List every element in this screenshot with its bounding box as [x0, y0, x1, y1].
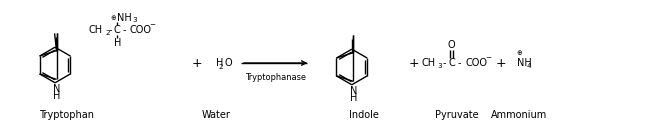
Text: -: - — [109, 25, 112, 35]
Text: −: − — [149, 22, 155, 28]
Text: C: C — [114, 25, 121, 35]
Text: Water: Water — [202, 110, 230, 120]
Text: CH: CH — [422, 58, 436, 68]
Text: O: O — [448, 40, 456, 50]
Text: H: H — [53, 91, 60, 101]
Text: Indole: Indole — [349, 110, 379, 120]
Text: NH: NH — [117, 13, 132, 23]
Text: Ammonium: Ammonium — [491, 110, 547, 120]
Text: H: H — [216, 58, 224, 68]
Text: +: + — [496, 57, 506, 70]
Text: C: C — [448, 58, 455, 68]
Text: Tryptophan: Tryptophan — [39, 110, 94, 120]
Text: COO: COO — [466, 58, 488, 68]
Text: -: - — [442, 58, 446, 68]
Text: H: H — [349, 93, 357, 103]
Text: COO: COO — [129, 25, 151, 35]
Text: +: + — [409, 57, 420, 70]
Text: Tryptophanase: Tryptophanase — [245, 73, 306, 82]
Text: -: - — [122, 25, 126, 35]
Text: NH: NH — [517, 58, 532, 68]
Text: 3: 3 — [438, 63, 442, 69]
Text: 2: 2 — [106, 30, 110, 36]
Text: H: H — [114, 38, 121, 48]
Text: -: - — [458, 58, 462, 68]
Text: CH: CH — [88, 25, 102, 35]
Text: +: + — [191, 57, 202, 70]
Text: N: N — [349, 86, 357, 96]
Text: Pyruvate: Pyruvate — [435, 110, 478, 120]
Text: 3: 3 — [133, 17, 138, 23]
Text: −: − — [485, 55, 492, 61]
Text: N: N — [53, 84, 60, 94]
Text: O: O — [224, 58, 232, 68]
Text: 4: 4 — [526, 63, 531, 69]
Text: ⊕: ⊕ — [516, 50, 522, 56]
Text: ⊕: ⊕ — [111, 14, 116, 21]
Text: 2: 2 — [219, 64, 224, 70]
